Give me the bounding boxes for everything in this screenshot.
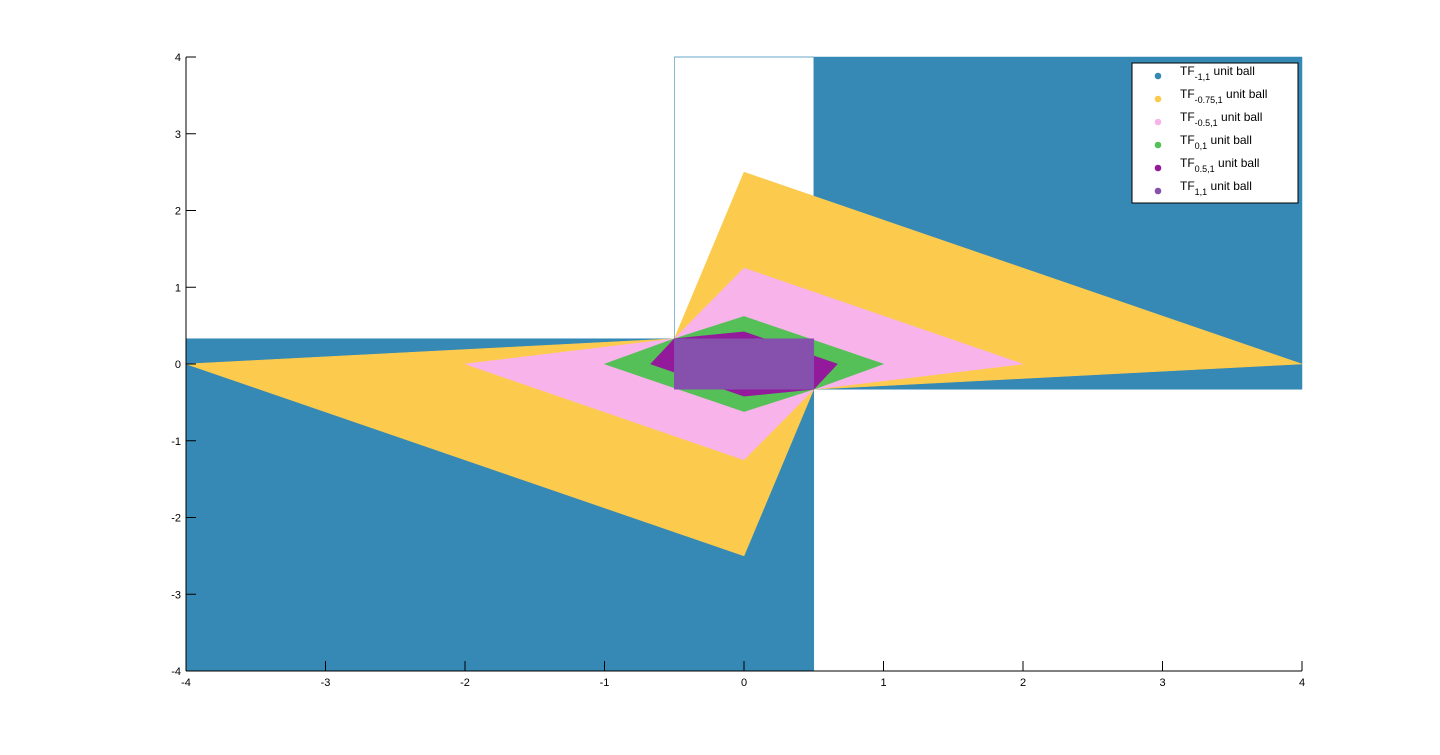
y-tick-label: 2 [175,206,181,218]
y-tick-label: 1 [175,282,181,294]
legend-entry: TF0,1 unit ball [1180,133,1252,151]
legend-marker [1154,72,1162,80]
x-tick-label: 2 [1020,677,1026,689]
y-tick-label: -3 [171,589,181,601]
y-tick-label: 4 [175,52,181,64]
legend-marker [1154,187,1162,195]
y-tick-label: -2 [171,513,181,525]
x-tick-label: -3 [321,677,331,689]
axes: -4 -3 -2 -1 0 1 2 3 4 -4 -3 -2 -1 0 1 2 3 4 [171,52,1305,689]
legend-box [1131,62,1299,204]
legend-marker [1154,95,1162,103]
legend-entry: TF-0.5,1 unit ball [1180,110,1262,128]
x-tick-label: -4 [181,677,191,689]
y-tick-label: 0 [175,359,181,371]
series-region-5 [674,338,815,390]
legend-entry: TF-1,1 unit ball [1180,64,1255,82]
y-tick-label: 3 [175,129,181,141]
legend: TF-1,1 unit ball TF-0.75,1 unit ball TF-0.… [1131,62,1299,204]
x-tick-label: 0 [741,677,747,689]
legend-marker [1154,164,1162,172]
plot-area [185,56,1303,672]
legend-marker [1154,141,1162,149]
x-tick-label: 1 [880,677,886,689]
legend-marker [1154,118,1162,126]
y-tick-label: -1 [171,436,181,448]
x-tick-label: 3 [1159,677,1165,689]
x-tick-label: -2 [460,677,470,689]
legend-entry: TF0.5,1 unit ball [1180,156,1259,174]
legend-entry: TF-0.75,1 unit ball [1180,87,1267,105]
y-tick-label: -4 [171,666,181,678]
legend-entry: TF1,1 unit ball [1180,179,1252,197]
x-tick-label: -1 [600,677,610,689]
x-tick-label: 4 [1299,677,1305,689]
